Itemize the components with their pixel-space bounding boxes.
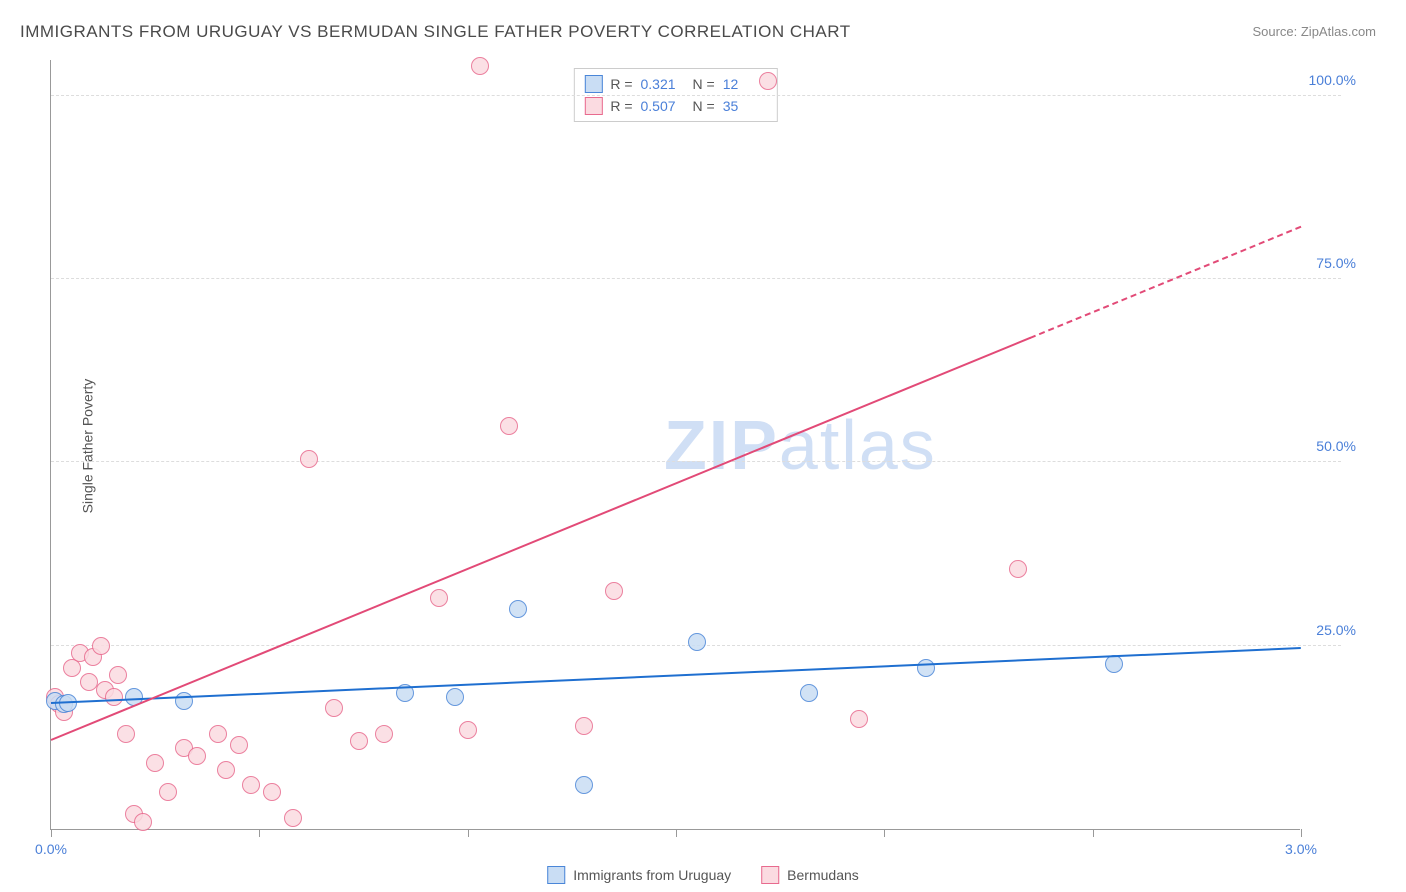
data-point (605, 582, 623, 600)
data-point (159, 783, 177, 801)
data-point (1009, 560, 1027, 578)
series-swatch (584, 97, 602, 115)
x-tick-label: 0.0% (35, 841, 67, 857)
data-point (209, 725, 227, 743)
data-point (509, 600, 527, 618)
data-point (430, 589, 448, 607)
y-tick-label: 25.0% (1316, 622, 1356, 638)
data-point (117, 725, 135, 743)
regression-line (1030, 226, 1302, 339)
data-point (263, 783, 281, 801)
data-point (375, 725, 393, 743)
data-point (917, 659, 935, 677)
data-point (134, 813, 152, 831)
data-point (80, 673, 98, 691)
y-tick-label: 75.0% (1316, 255, 1356, 271)
x-tick (884, 829, 885, 837)
legend-item: Immigrants from Uruguay (547, 866, 731, 884)
stats-row: R = 0.507 N = 35 (584, 95, 766, 117)
gridline (51, 278, 1341, 279)
gridline (51, 95, 1341, 96)
data-point (92, 637, 110, 655)
data-point (471, 57, 489, 75)
legend-label: Immigrants from Uruguay (573, 867, 731, 883)
data-point (500, 417, 518, 435)
data-point (800, 684, 818, 702)
x-tick-label: 3.0% (1285, 841, 1317, 857)
data-point (146, 754, 164, 772)
data-point (575, 776, 593, 794)
legend-swatch (761, 866, 779, 884)
data-point (230, 736, 248, 754)
data-point (459, 721, 477, 739)
legend-item: Bermudans (761, 866, 859, 884)
plot-area: ZIPatlas R =0.321N =12R =0.507N =35 25.0… (50, 60, 1300, 830)
x-tick (468, 829, 469, 837)
x-tick (676, 829, 677, 837)
data-point (1105, 655, 1123, 673)
data-point (105, 688, 123, 706)
data-point (350, 732, 368, 750)
data-point (325, 699, 343, 717)
y-tick-label: 100.0% (1309, 72, 1356, 88)
data-point (284, 809, 302, 827)
chart-title: IMMIGRANTS FROM URUGUAY VS BERMUDAN SING… (20, 22, 851, 42)
data-point (850, 710, 868, 728)
source-attribution: Source: ZipAtlas.com (1252, 24, 1376, 39)
stats-row: R =0.321N =12 (584, 73, 766, 95)
n-label: N = (693, 98, 715, 114)
r-value: 0.507 (641, 98, 685, 114)
x-tick (1301, 829, 1302, 837)
series-swatch (584, 75, 602, 93)
data-point (688, 633, 706, 651)
legend-swatch (547, 866, 565, 884)
data-point (300, 450, 318, 468)
data-point (109, 666, 127, 684)
data-point (188, 747, 206, 765)
data-point (217, 761, 235, 779)
data-point (446, 688, 464, 706)
data-point (575, 717, 593, 735)
x-tick (1093, 829, 1094, 837)
r-label: R = (610, 76, 632, 92)
x-tick (259, 829, 260, 837)
n-value: 35 (723, 98, 767, 114)
x-tick (51, 829, 52, 837)
data-point (175, 692, 193, 710)
regression-line (51, 647, 1301, 704)
y-tick-label: 50.0% (1316, 438, 1356, 454)
r-value: 0.321 (641, 76, 685, 92)
n-label: N = (693, 76, 715, 92)
legend: Immigrants from Uruguay Bermudans (547, 866, 859, 884)
r-label: R = (610, 98, 632, 114)
legend-label: Bermudans (787, 867, 859, 883)
data-point (759, 72, 777, 90)
gridline (51, 461, 1341, 462)
data-point (242, 776, 260, 794)
